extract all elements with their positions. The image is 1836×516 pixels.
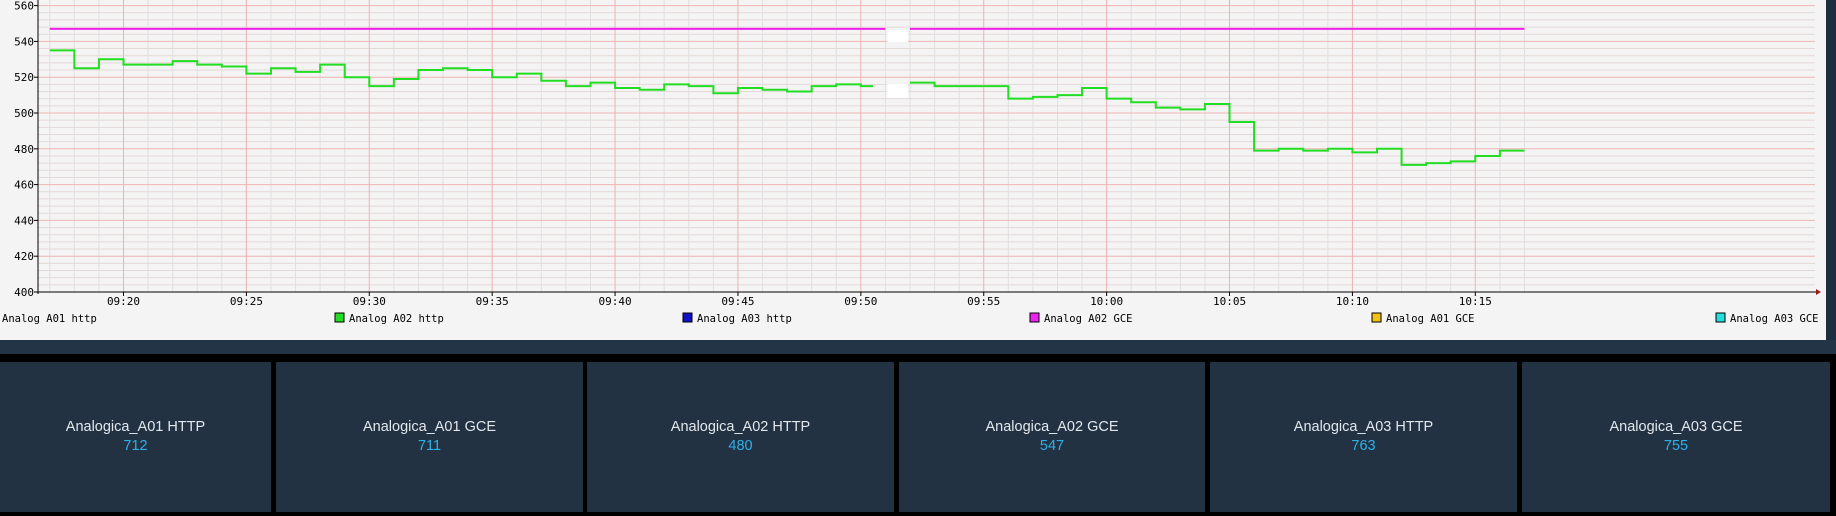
tile-analogica-a01-http: Analogica_A01 HTTP 712: [0, 362, 271, 512]
tile-analogica-a01-gce: Analogica_A01 GCE 711: [276, 362, 583, 512]
legend-label: Analog A01 GCE: [1386, 313, 1475, 325]
tile-analogica-a02-http: Analogica_A02 HTTP 480: [587, 362, 894, 512]
tile-value: 711: [417, 438, 442, 454]
tile-analogica-a02-gce: Analogica_A02 GCE 547: [899, 362, 1205, 512]
y-tick-label: 460: [14, 179, 34, 192]
data-gap: [887, 30, 909, 42]
x-tick-label: 09:25: [230, 295, 263, 308]
separator-band: [0, 340, 1836, 354]
tile-analogica-a03-gce: Analogica_A03 GCE 755: [1522, 362, 1830, 512]
tile-value: 480: [728, 438, 753, 454]
tile-value: 755: [1663, 438, 1689, 454]
tile-title: Analogica_A03 GCE: [1609, 419, 1743, 435]
line-chart: 400 420 440 460 480 500 520 540 560 09:20 09:25 09:…: [2, 0, 1821, 325]
y-tick-label: 420: [14, 250, 34, 263]
tile-title: Analogica_A01 HTTP: [65, 419, 206, 435]
x-tick-label: 10:10: [1336, 295, 1369, 308]
tile-value: 712: [123, 438, 148, 454]
legend-swatch: [682, 312, 693, 323]
x-tick-label: 10:00: [1090, 295, 1123, 308]
legend-label: Analog A01 http: [2, 313, 97, 325]
y-tick-label: 560: [14, 0, 34, 13]
y-tick-label: 500: [14, 107, 34, 120]
x-tick-label: 09:40: [599, 295, 632, 308]
legend-label: Analog A03 GCE: [1730, 313, 1819, 325]
y-tick-label: 400: [14, 286, 34, 299]
x-tick-label: 09:30: [353, 295, 386, 308]
legend-label: Analog A02 GCE: [1044, 313, 1133, 325]
tile-value: 763: [1351, 438, 1376, 454]
x-tick-label: 09:35: [476, 295, 509, 308]
legend-swatch: [334, 312, 345, 323]
series-line-analog-a02-http: [910, 81, 1525, 166]
x-tick-label: 10:15: [1459, 295, 1492, 308]
y-tick-label: 440: [14, 214, 34, 227]
legend-swatch: [1715, 312, 1726, 323]
legend-label: Analog A03 http: [697, 313, 792, 325]
x-tick-label: 09:55: [967, 295, 1000, 308]
y-tick-label: 480: [14, 143, 34, 156]
legend-label: Analog A02 http: [349, 313, 444, 325]
tile-analogica-a03-http: Analogica_A03 HTTP 763: [1210, 362, 1517, 512]
x-tick-label: 09:20: [107, 295, 140, 308]
data-gap: [887, 84, 909, 98]
tile-value: 547: [1039, 438, 1065, 454]
y-tick-label: 520: [14, 71, 34, 84]
x-tick-label: 09:50: [844, 295, 877, 308]
x-axis-arrow: [1816, 289, 1821, 295]
legend-swatch: [1029, 312, 1040, 323]
x-tick-label: 09:45: [721, 295, 754, 308]
tile-title: Analogica_A02 HTTP: [670, 419, 811, 435]
x-tick-label: 10:05: [1213, 295, 1246, 308]
tile-title: Analogica_A02 GCE: [985, 419, 1119, 435]
series-line-analog-a02-http: [49, 49, 874, 95]
legend-swatch: [1371, 312, 1382, 323]
y-tick-label: 540: [14, 35, 34, 48]
tile-title: Analogica_A01 GCE: [363, 419, 496, 435]
tile-title: Analogica_A03 HTTP: [1293, 419, 1434, 435]
chart-panel: 400 420 440 460 480 500 520 540 560 09:20 09:25 09:…: [0, 0, 1826, 340]
right-strip: [1826, 0, 1836, 340]
